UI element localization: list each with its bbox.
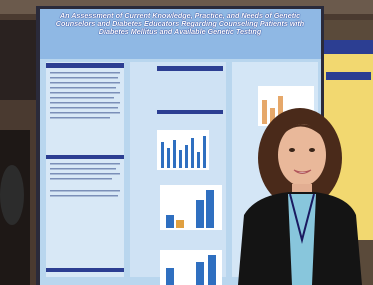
section-bar <box>46 268 124 272</box>
photo: An Assessment of Current Knowledge, Prac… <box>0 0 373 285</box>
person-left <box>0 165 24 225</box>
photo-scene <box>0 0 373 285</box>
poster-chart <box>157 130 209 170</box>
eye <box>289 148 295 152</box>
back-wall <box>0 20 40 100</box>
neighbor-section <box>326 72 371 80</box>
eye <box>309 148 315 152</box>
section-bar <box>46 63 124 68</box>
neighbor-header <box>324 40 373 54</box>
poster-title: An Assessment of Current Knowledge, Prac… <box>46 12 314 36</box>
section-bar <box>157 66 223 71</box>
page: An Assessment of Current Knowledge, Prac… <box>0 0 373 285</box>
section-bar <box>157 110 223 114</box>
section-bar <box>46 155 124 159</box>
